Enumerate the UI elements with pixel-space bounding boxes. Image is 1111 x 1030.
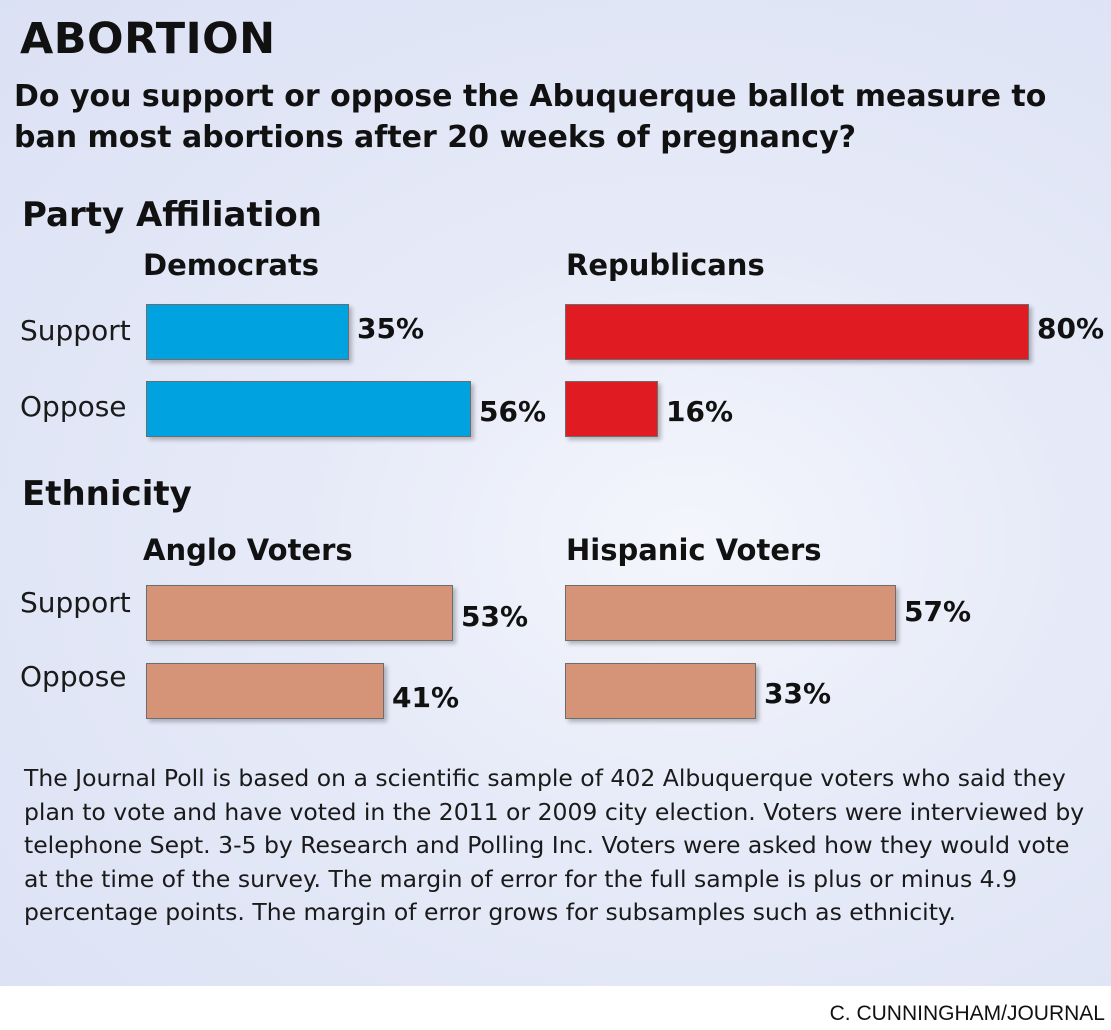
footnote: The Journal Poll is based on a scientifi… [24, 764, 1085, 926]
value-label-hispanic-support: 57% [904, 595, 972, 628]
value-label-republicans-oppose: 16% [666, 395, 734, 428]
row-label-democrats-support: Support [20, 314, 131, 347]
chart-title: ABORTION [20, 14, 276, 64]
chart-subtitle: Do you support or oppose the Abuquerque … [14, 79, 1047, 155]
section-title-ethnicity: Ethnicity [22, 474, 192, 514]
value-label-hispanic-oppose: 33% [764, 677, 832, 710]
value-label-democrats-oppose: 56% [479, 395, 547, 428]
value-label-anglo-support: 53% [461, 600, 529, 633]
row-label-anglo-oppose: Oppose [20, 660, 127, 693]
credit-line: C. CUNNINGHAM/JOURNAL [829, 1002, 1105, 1025]
bar-republicans-support [565, 304, 1029, 360]
value-label-democrats-support: 35% [357, 312, 425, 345]
group-title-democrats: Democrats [143, 248, 320, 282]
group-title-hispanic: Hispanic Voters [566, 533, 822, 567]
chart-panel: ABORTION Do you support or oppose the Ab… [0, 0, 1111, 986]
bar-democrats-oppose [146, 381, 471, 437]
bar-anglo-oppose [146, 663, 384, 719]
row-label-anglo-support: Support [20, 586, 131, 619]
group-title-republicans: Republicans [566, 248, 765, 282]
bar-anglo-support [146, 585, 453, 641]
bar-hispanic-support [565, 585, 896, 641]
bar-democrats-support [146, 304, 349, 360]
value-label-republicans-support: 80% [1037, 312, 1105, 345]
bar-republicans-oppose [565, 381, 658, 437]
value-label-anglo-oppose: 41% [392, 681, 460, 714]
section-title-party: Party Affiliation [22, 195, 322, 235]
group-title-anglo: Anglo Voters [143, 533, 353, 567]
bar-hispanic-oppose [565, 663, 756, 719]
row-label-democrats-oppose: Oppose [20, 390, 127, 423]
